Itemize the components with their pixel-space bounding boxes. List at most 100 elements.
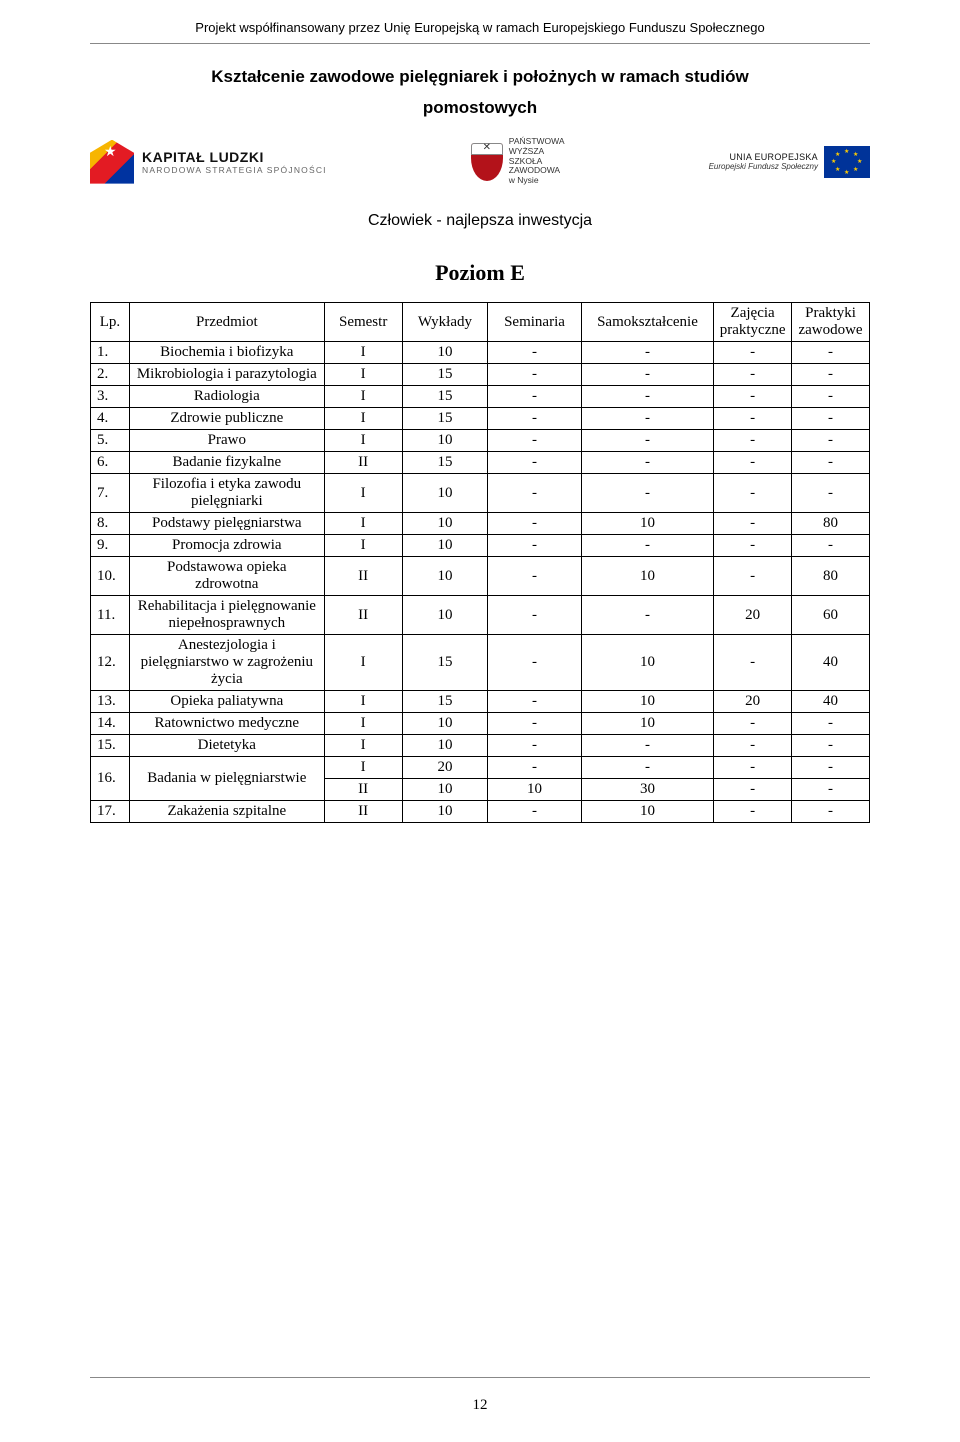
cell-value: I bbox=[324, 735, 402, 757]
cell-value: I bbox=[324, 342, 402, 364]
cell-subject: Badanie fizykalne bbox=[129, 452, 324, 474]
cell-value: - bbox=[714, 474, 792, 513]
cell-value: - bbox=[714, 408, 792, 430]
kl-line1: KAPITAŁ LUDZKI bbox=[142, 149, 327, 165]
cell-value: - bbox=[488, 596, 581, 635]
cell-value: - bbox=[714, 535, 792, 557]
cell-value: I bbox=[324, 408, 402, 430]
cell-value: 20 bbox=[714, 596, 792, 635]
cell-value: 15 bbox=[402, 635, 488, 691]
cell-lp: 13. bbox=[91, 691, 130, 713]
cell-subject: Rehabilitacja i pielęgnowanie niepełnosp… bbox=[129, 596, 324, 635]
cell-value: - bbox=[792, 757, 870, 779]
cell-value: - bbox=[714, 452, 792, 474]
cell-value: - bbox=[581, 430, 713, 452]
cell-value: 10 bbox=[581, 513, 713, 535]
table-row: 4.Zdrowie publiczneI15---- bbox=[91, 408, 870, 430]
cell-value: 10 bbox=[402, 430, 488, 452]
cell-subject: Anestezjologia i pielęgniarstwo w zagroż… bbox=[129, 635, 324, 691]
cell-value: - bbox=[792, 342, 870, 364]
cell-value: 60 bbox=[792, 596, 870, 635]
page-number: 12 bbox=[0, 1397, 960, 1414]
cell-value: 10 bbox=[581, 713, 713, 735]
table-row: 15.DietetykaI10---- bbox=[91, 735, 870, 757]
cell-value: - bbox=[714, 557, 792, 596]
cell-value: 10 bbox=[402, 342, 488, 364]
eu-text: UNIA EUROPEJSKA Europejski Fundusz Społe… bbox=[709, 152, 818, 171]
table-row: 1.Biochemia i biofizykaI10---- bbox=[91, 342, 870, 364]
cell-lp: 2. bbox=[91, 364, 130, 386]
cell-value: - bbox=[488, 535, 581, 557]
cell-value: - bbox=[714, 342, 792, 364]
col-praktyki: Praktyki zawodowe bbox=[792, 303, 870, 342]
logo-eu: UNIA EUROPEJSKA Europejski Fundusz Społe… bbox=[709, 146, 870, 178]
cell-subject: Biochemia i biofizyka bbox=[129, 342, 324, 364]
cell-value: - bbox=[714, 513, 792, 535]
cell-value: I bbox=[324, 691, 402, 713]
cell-value: - bbox=[792, 430, 870, 452]
col-wyklady: Wykłady bbox=[402, 303, 488, 342]
table-row: 17.Zakażenia szpitalneII10-10-- bbox=[91, 801, 870, 823]
cell-value: - bbox=[581, 596, 713, 635]
cell-value: - bbox=[581, 535, 713, 557]
cell-lp: 14. bbox=[91, 713, 130, 735]
cell-value: I bbox=[324, 535, 402, 557]
cell-value: - bbox=[792, 408, 870, 430]
col-samoksztalcenie: Samokształcenie bbox=[581, 303, 713, 342]
eu-line1: UNIA EUROPEJSKA bbox=[709, 152, 818, 162]
cell-value: I bbox=[324, 513, 402, 535]
cell-value: - bbox=[581, 342, 713, 364]
cell-value: - bbox=[488, 757, 581, 779]
cell-value: 20 bbox=[402, 757, 488, 779]
cell-value: I bbox=[324, 386, 402, 408]
cell-subject: Dietetyka bbox=[129, 735, 324, 757]
cell-subject: Radiologia bbox=[129, 386, 324, 408]
cell-value: 10 bbox=[488, 779, 581, 801]
table-row: 10.Podstawowa opieka zdrowotnaII10-10-80 bbox=[91, 557, 870, 596]
cell-value: 30 bbox=[581, 779, 713, 801]
table-row: 8.Podstawy pielęgniarstwaI10-10-80 bbox=[91, 513, 870, 535]
cell-value: - bbox=[714, 430, 792, 452]
cell-value: - bbox=[714, 735, 792, 757]
cell-subject: Zdrowie publiczne bbox=[129, 408, 324, 430]
cell-value: - bbox=[581, 408, 713, 430]
table-row: 12.Anestezjologia i pielęgniarstwo w zag… bbox=[91, 635, 870, 691]
table-header-row: Lp. Przedmiot Semestr Wykłady Seminaria … bbox=[91, 303, 870, 342]
cell-subject: Podstawy pielęgniarstwa bbox=[129, 513, 324, 535]
funding-line: Projekt współfinansowany przez Unię Euro… bbox=[90, 20, 870, 35]
cell-value: 20 bbox=[714, 691, 792, 713]
table-row: 7.Filozofia i etyka zawodu pielęgniarkiI… bbox=[91, 474, 870, 513]
table-row: 3.RadiologiaI15---- bbox=[91, 386, 870, 408]
col-lp: Lp. bbox=[91, 303, 130, 342]
cell-subject: Promocja zdrowia bbox=[129, 535, 324, 557]
cell-value: - bbox=[714, 364, 792, 386]
cell-value: 40 bbox=[792, 635, 870, 691]
col-seminaria: Seminaria bbox=[488, 303, 581, 342]
cell-subject: Filozofia i etyka zawodu pielęgniarki bbox=[129, 474, 324, 513]
cell-value: - bbox=[488, 635, 581, 691]
cell-value: 10 bbox=[402, 596, 488, 635]
cell-lp: 1. bbox=[91, 342, 130, 364]
col-semestr: Semestr bbox=[324, 303, 402, 342]
cell-value: - bbox=[581, 757, 713, 779]
motto: Człowiek - najlepsza inwestycja bbox=[90, 212, 870, 230]
cell-lp: 12. bbox=[91, 635, 130, 691]
table-row: 16.Badania w pielęgniarstwieI20---- bbox=[91, 757, 870, 779]
cell-value: - bbox=[581, 386, 713, 408]
cell-value: - bbox=[792, 452, 870, 474]
cell-value: 10 bbox=[581, 801, 713, 823]
cell-lp: 6. bbox=[91, 452, 130, 474]
cell-value: II bbox=[324, 452, 402, 474]
cell-value: 10 bbox=[402, 557, 488, 596]
cell-value: - bbox=[792, 474, 870, 513]
table-head: Lp. Przedmiot Semestr Wykłady Seminaria … bbox=[91, 303, 870, 342]
cell-value: 80 bbox=[792, 513, 870, 535]
table-row: 11.Rehabilitacja i pielęgnowanie niepełn… bbox=[91, 596, 870, 635]
program-title-line2: pomostowych bbox=[423, 98, 537, 117]
cell-value: - bbox=[714, 713, 792, 735]
cell-value: I bbox=[324, 474, 402, 513]
cell-value: I bbox=[324, 364, 402, 386]
logo-pwsz: PAŃSTWOWA WYŻSZA SZKOŁA ZAWODOWA w Nysie bbox=[471, 137, 565, 186]
cell-value: 10 bbox=[402, 474, 488, 513]
cell-value: - bbox=[488, 557, 581, 596]
